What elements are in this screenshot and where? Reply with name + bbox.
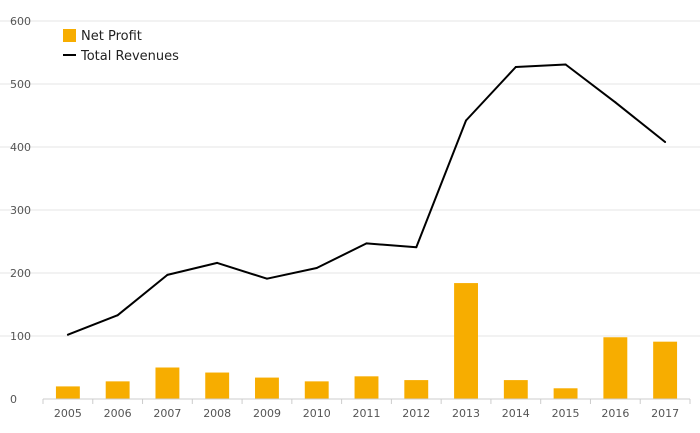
y-tick-label: 100 <box>10 330 31 343</box>
total-revenues-point <box>166 273 169 276</box>
legend-item-net-profit[interactable]: Net Profit <box>63 29 142 44</box>
total-revenues-point <box>564 63 567 66</box>
y-tick-label: 300 <box>10 204 31 217</box>
net-profit-bar <box>255 377 279 399</box>
y-tick-label: 500 <box>10 78 31 91</box>
x-tick-label: 2010 <box>303 407 331 420</box>
net-profit-bar <box>404 380 429 399</box>
y-axis-ticks: 0 100 200 300 400 500 600 <box>10 15 31 406</box>
total-revenues-point <box>265 277 268 280</box>
total-revenues-polyline <box>67 63 666 336</box>
x-tick-label: 2015 <box>552 407 580 420</box>
x-tick-label: 2005 <box>54 407 82 420</box>
x-tick-label: 2014 <box>502 407 530 420</box>
net-profit-bar <box>304 381 329 399</box>
x-tick-label: 2006 <box>104 407 132 420</box>
total-revenues-point <box>116 314 119 317</box>
net-profit-bar <box>553 388 578 399</box>
total-revenues-point <box>614 101 617 104</box>
total-revenues-point <box>514 65 517 68</box>
total-revenues-point <box>415 246 418 249</box>
net-profit-bar <box>55 386 80 399</box>
legend-item-total-revenues[interactable]: Total Revenues <box>63 49 179 64</box>
net-profit-bar <box>354 376 379 399</box>
x-tick-label: 2008 <box>203 407 231 420</box>
total-revenues-point <box>365 242 368 245</box>
legend-swatch-net-profit <box>63 29 76 42</box>
x-tick-label: 2017 <box>651 407 679 420</box>
y-tick-label: 200 <box>10 267 31 280</box>
total-revenues-point <box>216 261 219 264</box>
net-profit-bar <box>205 372 230 399</box>
net-profit-bar <box>653 341 678 399</box>
net-profit-bar <box>155 367 180 399</box>
net-profit-bar <box>503 380 528 399</box>
total-revenues-point <box>664 140 667 143</box>
x-axis-ticks: 2005 2006 2007 2008 2009 2010 2011 2012 2013 2014… <box>42 399 691 420</box>
legend-label-net-profit: Net Profit <box>81 29 142 44</box>
x-tick-label: 2016 <box>601 407 629 420</box>
y-tick-label: 0 <box>10 393 17 406</box>
x-tick-label: 2007 <box>153 407 181 420</box>
total-revenues-line <box>66 63 667 336</box>
total-revenues-point <box>315 266 318 269</box>
net-profit-bars <box>55 283 678 399</box>
x-tick-label: 2012 <box>402 407 430 420</box>
gridlines <box>0 20 700 337</box>
net-profit-bar <box>603 337 628 399</box>
net-profit-bar <box>105 381 130 399</box>
total-revenues-point <box>66 333 69 336</box>
x-tick-label: 2009 <box>253 407 281 420</box>
y-tick-label: 600 <box>10 15 31 28</box>
x-tick-label: 2011 <box>353 407 381 420</box>
total-revenues-point <box>465 119 468 122</box>
x-tick-label: 2013 <box>452 407 480 420</box>
legend: Net Profit Total Revenues <box>63 29 179 64</box>
y-tick-label: 400 <box>10 141 31 154</box>
net-profit-bar <box>454 283 478 399</box>
legend-label-total-revenues: Total Revenues <box>80 49 179 64</box>
